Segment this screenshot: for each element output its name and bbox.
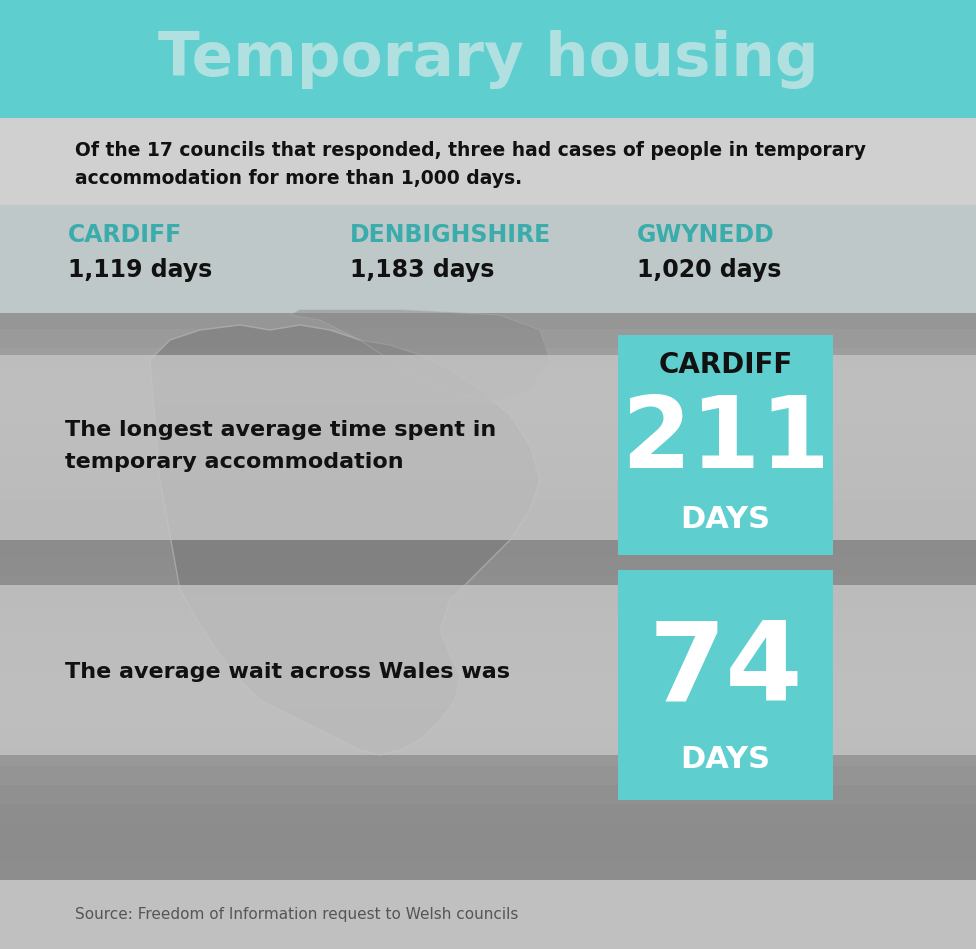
Bar <box>0 405 976 424</box>
Polygon shape <box>290 310 550 400</box>
Bar <box>0 576 976 595</box>
Bar <box>0 462 976 481</box>
Bar <box>0 310 976 880</box>
Bar <box>0 557 976 576</box>
Bar <box>0 690 976 709</box>
Text: CARDIFF: CARDIFF <box>68 223 183 247</box>
Text: CARDIFF: CARDIFF <box>659 351 793 379</box>
Text: The average wait across Wales was: The average wait across Wales was <box>65 662 510 682</box>
Text: GWYNEDD: GWYNEDD <box>637 223 775 247</box>
Text: DAYS: DAYS <box>680 746 770 774</box>
Text: 1,020 days: 1,020 days <box>637 258 782 282</box>
Text: DENBIGHSHIRE: DENBIGHSHIRE <box>350 223 551 247</box>
Bar <box>0 785 976 804</box>
Bar <box>0 118 976 205</box>
Bar <box>0 500 976 519</box>
Bar <box>0 747 976 766</box>
Text: Source: Freedom of Information request to Welsh councils: Source: Freedom of Information request t… <box>75 907 518 922</box>
Bar <box>0 367 976 386</box>
Bar <box>0 823 976 842</box>
Bar <box>0 348 976 367</box>
Bar <box>0 443 976 462</box>
Bar <box>0 310 976 329</box>
Bar <box>0 671 976 690</box>
Text: 74: 74 <box>648 617 802 723</box>
Bar <box>0 728 976 747</box>
Text: accommodation for more than 1,000 days.: accommodation for more than 1,000 days. <box>75 169 522 188</box>
Bar <box>0 709 976 728</box>
Bar <box>0 538 976 557</box>
Bar <box>618 570 833 800</box>
Bar <box>0 386 976 405</box>
Bar <box>0 0 976 118</box>
Text: 211: 211 <box>621 392 830 489</box>
Text: Temporary housing: Temporary housing <box>158 29 818 88</box>
Bar <box>0 355 976 540</box>
Text: Of the 17 councils that responded, three had cases of people in temporary: Of the 17 councils that responded, three… <box>75 140 866 159</box>
Bar <box>0 804 976 823</box>
Bar <box>0 329 976 348</box>
Bar <box>0 652 976 671</box>
Bar <box>618 335 833 555</box>
Bar <box>0 766 976 785</box>
Bar <box>0 424 976 443</box>
Bar <box>0 585 976 755</box>
Text: DAYS: DAYS <box>680 506 770 534</box>
Text: temporary accommodation: temporary accommodation <box>65 452 404 472</box>
Bar <box>0 880 976 949</box>
Bar <box>0 842 976 861</box>
Bar <box>0 614 976 633</box>
Polygon shape <box>150 325 540 755</box>
Text: 1,119 days: 1,119 days <box>68 258 212 282</box>
Text: The longest average time spent in: The longest average time spent in <box>65 420 496 440</box>
Bar <box>0 205 976 313</box>
Bar <box>0 519 976 538</box>
Bar <box>0 481 976 500</box>
Bar <box>0 633 976 652</box>
Bar <box>0 595 976 614</box>
Bar <box>0 861 976 880</box>
Text: 1,183 days: 1,183 days <box>350 258 495 282</box>
